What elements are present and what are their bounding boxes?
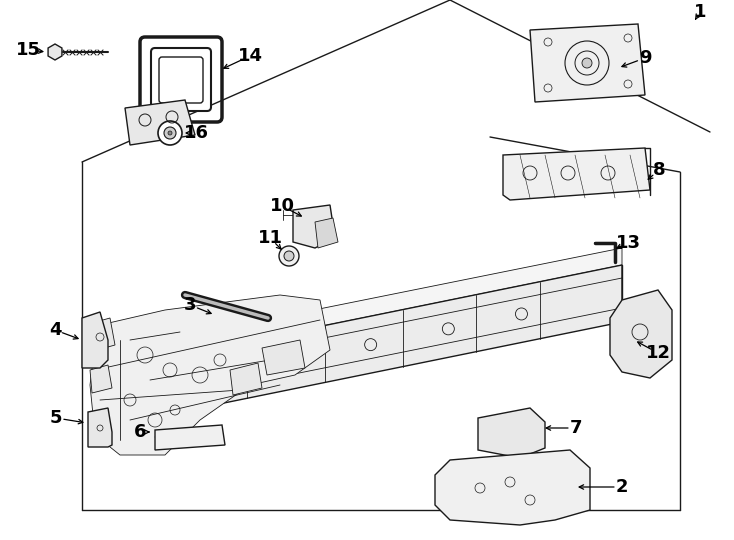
- Polygon shape: [165, 265, 622, 415]
- Polygon shape: [85, 318, 115, 352]
- Text: 6: 6: [134, 423, 146, 441]
- Polygon shape: [262, 340, 305, 375]
- Circle shape: [164, 127, 176, 139]
- Text: 14: 14: [238, 47, 263, 65]
- Text: 1: 1: [694, 3, 706, 21]
- Polygon shape: [478, 408, 545, 458]
- Polygon shape: [90, 295, 330, 455]
- Text: 16: 16: [184, 124, 208, 142]
- Polygon shape: [48, 44, 62, 60]
- Polygon shape: [503, 148, 650, 200]
- Polygon shape: [230, 363, 262, 395]
- Circle shape: [158, 121, 182, 145]
- Circle shape: [284, 251, 294, 261]
- Polygon shape: [610, 290, 672, 378]
- Text: 10: 10: [269, 197, 294, 215]
- Text: 7: 7: [570, 419, 582, 437]
- Polygon shape: [165, 248, 622, 358]
- Text: 15: 15: [15, 41, 40, 59]
- Polygon shape: [293, 205, 335, 248]
- Text: 2: 2: [616, 478, 628, 496]
- Text: 5: 5: [50, 409, 62, 427]
- Polygon shape: [315, 218, 338, 248]
- Polygon shape: [155, 425, 225, 450]
- Text: 9: 9: [639, 49, 651, 67]
- Circle shape: [168, 131, 172, 135]
- Text: 8: 8: [653, 161, 665, 179]
- Polygon shape: [435, 450, 590, 525]
- Polygon shape: [125, 100, 195, 145]
- Text: 3: 3: [184, 296, 196, 314]
- Text: 4: 4: [48, 321, 61, 339]
- Polygon shape: [82, 312, 108, 368]
- Circle shape: [582, 58, 592, 68]
- Polygon shape: [88, 408, 112, 447]
- Circle shape: [279, 246, 299, 266]
- Text: 12: 12: [645, 344, 670, 362]
- Text: 11: 11: [258, 229, 283, 247]
- FancyBboxPatch shape: [151, 48, 211, 111]
- Text: 13: 13: [616, 234, 641, 252]
- Polygon shape: [530, 24, 645, 102]
- Polygon shape: [90, 365, 112, 393]
